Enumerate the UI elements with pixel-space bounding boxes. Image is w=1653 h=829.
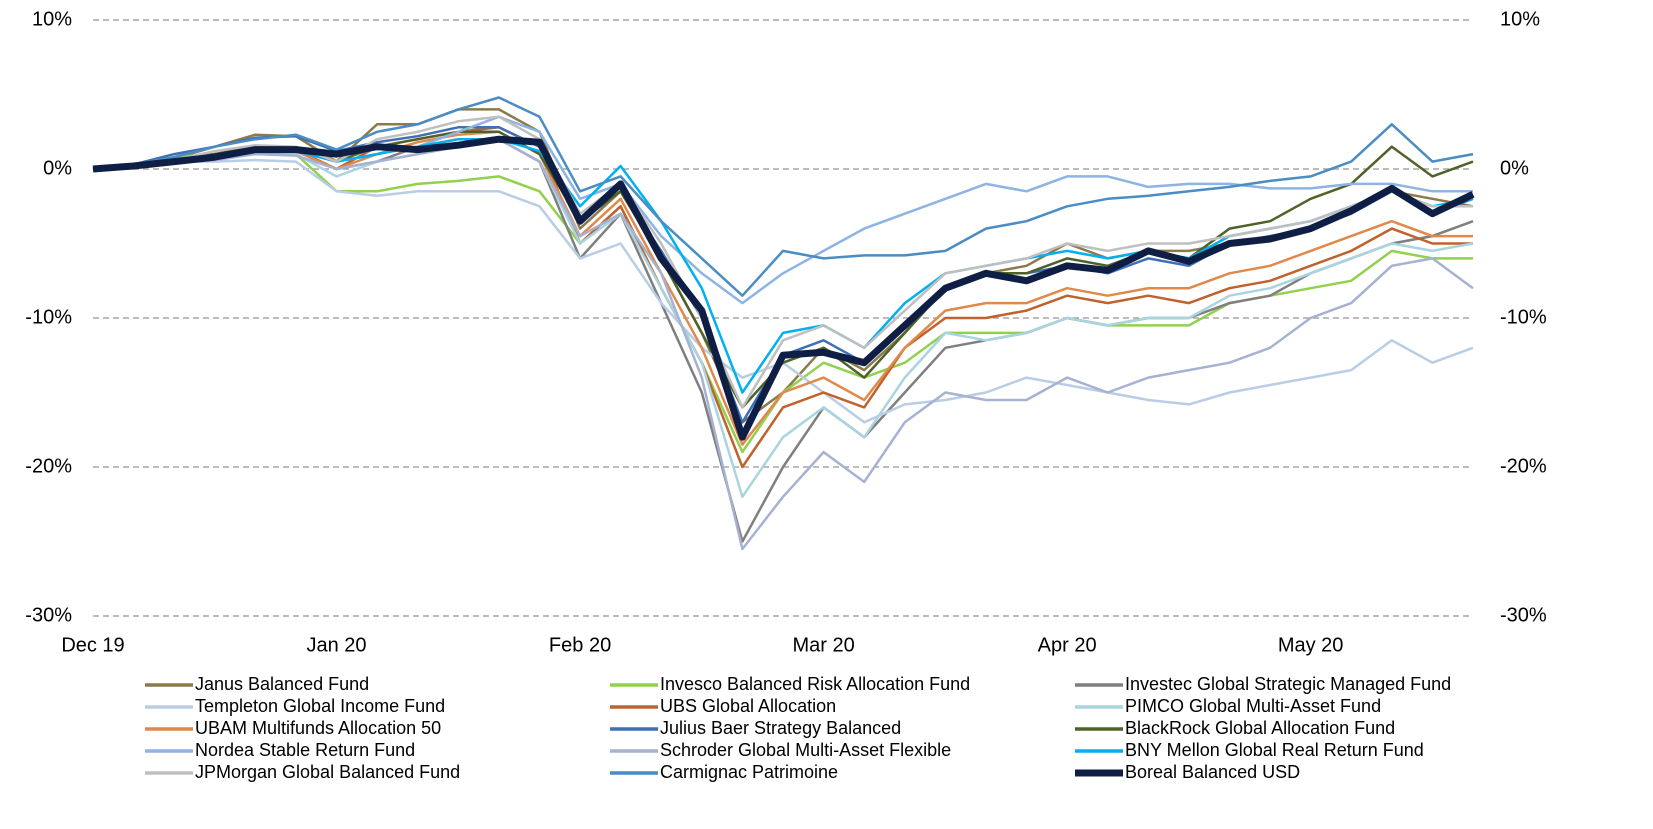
legend-label: UBS Global Allocation [660,696,836,716]
legend-label: UBAM Multifunds Allocation 50 [195,718,441,738]
x-tick-label: Dec 19 [61,634,124,656]
x-tick-label: May 20 [1278,634,1344,656]
y-tick-label: -30% [25,604,72,626]
series-line [92,135,1475,441]
series-line [92,137,1474,551]
series-line [92,130,1474,409]
legend-label: Boreal Balanced USD [1125,762,1300,782]
legend-label: BlackRock Global Allocation Fund [1125,718,1395,738]
legend-label: Templeton Global Income Fund [195,696,445,716]
x-tick-label: Feb 20 [549,634,611,656]
legend-label: Carmignac Patrimoine [660,762,838,782]
y2-tick-label: 0% [1500,157,1529,179]
legend-label: Schroder Global Multi-Asset Flexible [660,740,951,760]
legend-label: Invesco Balanced Risk Allocation Fund [660,674,970,694]
y-tick-label: -20% [25,455,72,477]
x-tick-label: Apr 20 [1038,634,1097,656]
x-tick-label: Jan 20 [306,634,366,656]
series-line [92,137,1474,499]
y-tick-label: 0% [43,157,72,179]
y-tick-label: 10% [32,8,72,30]
y2-tick-label: 10% [1500,8,1540,30]
legend-label: PIMCO Global Multi-Asset Fund [1125,696,1381,716]
series-line [92,130,1473,446]
series-line [92,96,1474,297]
legend-label: Julius Baer Strategy Balanced [660,718,901,738]
series-line [92,115,1473,409]
x-tick-label: Mar 20 [792,634,854,656]
series-line [92,158,1474,424]
legend-label: JPMorgan Global Balanced Fund [195,762,460,782]
y2-tick-label: -30% [1500,604,1547,626]
y-tick-label: -10% [25,306,72,328]
legend-label: Investec Global Strategic Managed Fund [1125,674,1451,694]
y2-tick-label: -10% [1500,306,1547,328]
series-line [92,115,1473,305]
y2-tick-label: -20% [1500,455,1547,477]
legend-label: Janus Balanced Fund [195,674,369,694]
legend-label: BNY Mellon Global Real Return Fund [1125,740,1424,760]
legend-label: Nordea Stable Return Fund [195,740,415,760]
